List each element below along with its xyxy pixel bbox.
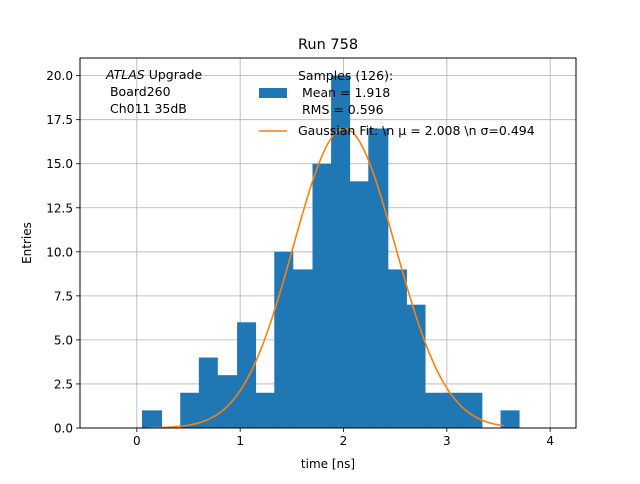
histogram-bar-17	[463, 392, 483, 428]
histogram-bar-3	[198, 357, 218, 428]
histogram-bar-15	[425, 392, 445, 428]
y-tick-label-7: 17.5	[46, 113, 73, 127]
y-axis-label: Entries	[20, 222, 34, 264]
legend: Samples (126): Mean = 1.918 RMS = 0.596 …	[259, 68, 535, 138]
histogram-bar-12	[368, 128, 389, 428]
annotation-line-2: Board260	[106, 84, 171, 99]
histogram-bar-19	[500, 410, 520, 428]
x-tick-label-1: 1	[236, 434, 244, 448]
histogram-bar-9	[312, 163, 332, 428]
histogram-bar-6	[255, 392, 275, 428]
histogram-bar-10	[331, 75, 351, 428]
legend-samples-line-1: Samples (126):	[298, 68, 393, 83]
x-axis-label: time [ns]	[301, 457, 355, 471]
histogram-bar-2	[180, 392, 200, 428]
y-tick-label-4: 10.0	[46, 245, 73, 259]
histogram-bars	[142, 75, 520, 428]
histogram-bar-14	[406, 304, 426, 428]
histogram-bar-13	[387, 269, 407, 428]
gaussian-fit-curve	[147, 127, 504, 429]
y-axis-ticks: 0.0 2.5 5.0 7.5 10.0 12.5 15.0 17.5 20.0	[46, 69, 80, 436]
y-tick-label-6: 15.0	[46, 157, 73, 171]
histogram-bar-4	[217, 375, 238, 428]
histogram-bar-0	[142, 410, 163, 428]
x-axis-ticks: 0 1 2 3 4	[133, 428, 554, 448]
y-tick-label-0: 0.0	[54, 422, 73, 436]
y-tick-label-3: 7.5	[54, 289, 73, 303]
annotation-line-1: ATLAS Upgrade	[105, 67, 202, 82]
detector-annotation: ATLAS Upgrade Board260 Ch011 35dB	[105, 67, 202, 116]
x-tick-label-0: 0	[133, 434, 141, 448]
legend-samples-line-3: RMS = 0.596	[298, 102, 384, 117]
histogram-bar-8	[292, 269, 313, 428]
y-tick-label-1: 2.5	[54, 377, 73, 391]
plot-frame	[79, 57, 577, 429]
legend-swatch-samples	[259, 88, 287, 98]
histogram-bar-5	[237, 322, 257, 428]
y-tick-label-8: 20.0	[46, 69, 73, 83]
legend-fit-label: Gaussian Fit: \n μ = 2.008 \n σ=0.494	[298, 123, 535, 138]
annotation-line-3: Ch011 35dB	[106, 101, 187, 116]
histogram-bar-16	[443, 392, 464, 428]
x-tick-label-4: 4	[546, 434, 554, 448]
legend-samples-line-2: Mean = 1.918	[298, 85, 390, 100]
y-tick-label-5: 12.5	[46, 201, 73, 215]
y-tick-label-2: 5.0	[54, 333, 73, 347]
x-tick-label-2: 2	[340, 434, 348, 448]
x-tick-label-3: 3	[443, 434, 451, 448]
histogram-bar-11	[349, 181, 369, 428]
chart-title: Run 758	[298, 37, 358, 53]
